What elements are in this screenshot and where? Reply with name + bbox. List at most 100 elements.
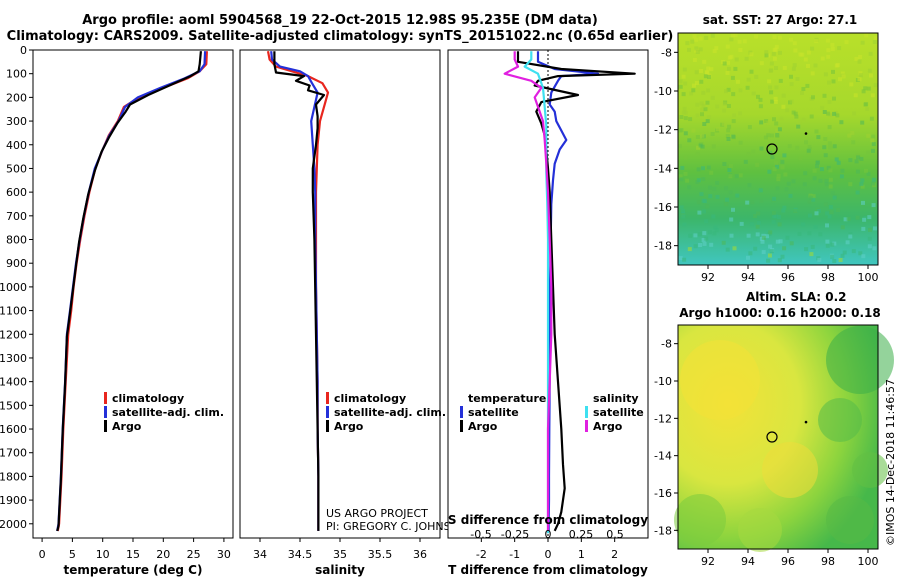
sst-pixel bbox=[693, 244, 698, 249]
sst-pixel bbox=[824, 182, 829, 187]
sst-pixel bbox=[791, 66, 796, 71]
sst-pixel bbox=[789, 82, 794, 87]
lat-tick-label: -8 bbox=[661, 338, 672, 351]
sst-pixel bbox=[858, 251, 863, 256]
sst-pixel bbox=[775, 164, 779, 169]
sst-pixel bbox=[678, 84, 683, 89]
sst-pixel bbox=[834, 110, 839, 115]
sst-pixel bbox=[727, 168, 732, 173]
sst-pixel bbox=[809, 114, 814, 119]
sst-pixel bbox=[750, 200, 755, 205]
legend-swatch-satellite bbox=[326, 406, 329, 418]
sst-pixel bbox=[779, 116, 784, 121]
sst-pixel bbox=[801, 222, 806, 227]
sst-pixel bbox=[745, 85, 750, 90]
s-tick-5: 0.5 bbox=[606, 528, 624, 541]
sst-pixel bbox=[705, 204, 710, 209]
sst-pixel bbox=[768, 150, 773, 155]
sst-pixel bbox=[734, 57, 739, 62]
sst-pixel bbox=[860, 40, 865, 45]
sst-pixel bbox=[778, 78, 783, 83]
sst-pixel bbox=[782, 246, 787, 251]
sst-pixel bbox=[704, 219, 709, 224]
sst-pixel bbox=[804, 140, 808, 145]
sst-pixel bbox=[795, 77, 800, 81]
sst-pixel bbox=[754, 34, 759, 39]
sst-pixel bbox=[806, 148, 811, 153]
sst-pixel bbox=[820, 56, 825, 61]
sst-pixel bbox=[796, 124, 801, 129]
sst-pixel bbox=[772, 214, 777, 219]
sst-pixel bbox=[839, 174, 844, 179]
sst-pixel bbox=[828, 177, 833, 182]
sst-pixel bbox=[767, 253, 772, 258]
sst-pixel bbox=[702, 122, 707, 126]
sst-pixel bbox=[723, 201, 728, 206]
sst-pixel bbox=[699, 192, 704, 197]
depth-tick-label: 100 bbox=[6, 68, 27, 81]
depth-axis-ticks: 0 100 200 300 400 500 600 700 800 900 1000 1100 1200… bbox=[0, 44, 33, 531]
sst-pixel bbox=[832, 259, 837, 263]
sst-pixel bbox=[774, 44, 779, 49]
x-tick-label: 2 bbox=[611, 548, 618, 561]
sst-pixel bbox=[756, 94, 760, 99]
sst-pixel bbox=[806, 50, 811, 55]
lon-tick-label: 96 bbox=[781, 555, 795, 568]
sst-pixel bbox=[801, 87, 806, 91]
sst-pixel bbox=[840, 253, 845, 258]
sst-pixel bbox=[726, 60, 731, 65]
sst-pixel bbox=[698, 47, 703, 52]
sst-pixel bbox=[732, 246, 737, 251]
sst-pixel bbox=[868, 227, 872, 232]
lat-tick-label: -10 bbox=[654, 375, 672, 388]
s-diff-label: S difference from climatology bbox=[448, 513, 648, 527]
legend-label-argo: Argo bbox=[112, 420, 142, 433]
depth-tick-label: 700 bbox=[6, 210, 27, 223]
sst-pixel bbox=[793, 209, 798, 213]
sst-pixel bbox=[866, 171, 871, 176]
sst-pixel bbox=[726, 87, 731, 92]
sla-blob bbox=[738, 508, 782, 552]
lon-tick-label: 98 bbox=[821, 271, 835, 284]
sst-pixel bbox=[688, 233, 693, 238]
sst-pixel bbox=[872, 177, 876, 182]
sst-pixel bbox=[847, 133, 852, 138]
sst-pixel bbox=[712, 49, 717, 54]
sst-pixel bbox=[832, 96, 836, 101]
sst-pixel bbox=[765, 234, 769, 239]
sst-pixel bbox=[711, 214, 716, 219]
sst-pixel bbox=[728, 164, 733, 169]
sst-pixel bbox=[826, 54, 831, 59]
depth-tick-label: 1500 bbox=[0, 399, 27, 412]
sst-pixel bbox=[768, 244, 773, 249]
sst-pixel bbox=[777, 258, 782, 263]
sst-pixel bbox=[747, 125, 752, 130]
sst-pixel bbox=[871, 203, 876, 208]
sst-pixel bbox=[695, 102, 700, 107]
sst-pixel bbox=[773, 96, 778, 101]
sst-map-markers bbox=[766, 132, 808, 155]
sst-pixel bbox=[785, 108, 790, 113]
sst-pixel bbox=[836, 208, 841, 212]
sst-pixel bbox=[746, 233, 751, 238]
sst-pixel bbox=[681, 74, 686, 79]
profile-location-marker bbox=[766, 431, 778, 443]
sst-pixel bbox=[758, 104, 763, 109]
sst-pixel bbox=[780, 165, 785, 170]
sst-pixel bbox=[810, 244, 815, 249]
sst-pixel bbox=[830, 242, 835, 247]
sst-pixel bbox=[826, 165, 831, 170]
depth-tick-label: 800 bbox=[6, 234, 27, 247]
sst-pixel bbox=[702, 241, 707, 246]
depth-tick-label: 1700 bbox=[0, 447, 27, 460]
sst-pixel bbox=[695, 113, 700, 118]
legend-swatch-climatology bbox=[326, 392, 329, 404]
sst-pixel bbox=[831, 69, 835, 74]
sst-pixel bbox=[705, 100, 710, 105]
sst-pixel bbox=[735, 193, 740, 198]
salinity-axis-ticks: 34 34.5 35 35.5 36 bbox=[253, 538, 427, 561]
sst-pixel bbox=[869, 116, 874, 121]
sst-pixel bbox=[772, 48, 777, 53]
sst-pixel bbox=[871, 148, 875, 153]
sst-pixel bbox=[861, 89, 866, 94]
